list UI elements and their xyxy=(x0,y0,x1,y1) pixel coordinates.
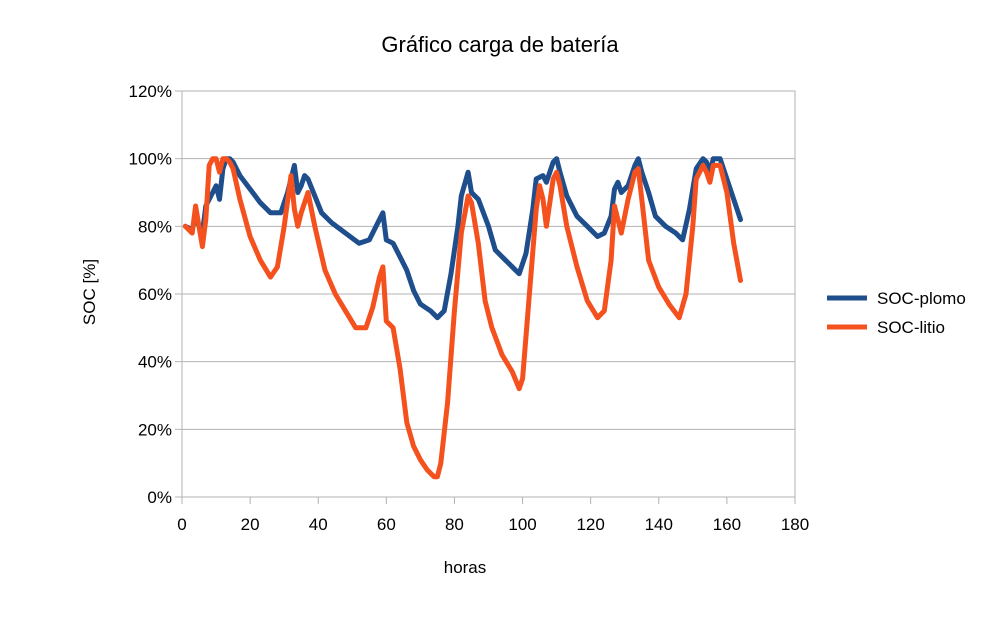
chart-title: Gráfico carga de batería xyxy=(381,32,619,57)
x-tick-label-8: 160 xyxy=(713,515,741,534)
x-tick-label-7: 140 xyxy=(645,515,673,534)
x-tick-label-3: 60 xyxy=(377,515,396,534)
y-tick-label-2: 40% xyxy=(138,353,172,372)
x-tick-label-6: 120 xyxy=(576,515,604,534)
series-lines xyxy=(182,156,743,480)
y-axis-ticks: 0% 20% 40% 60% 80% 100% 120% xyxy=(129,82,182,507)
y-tick-label-1: 20% xyxy=(138,420,172,439)
grid xyxy=(182,90,795,498)
x-tick-label-0: 0 xyxy=(177,515,186,534)
y-tick-label-0: 0% xyxy=(147,488,172,507)
y-axis-label: SOC [%] xyxy=(80,259,99,325)
y-tick-label-6: 120% xyxy=(129,82,172,101)
x-axis-label: horas xyxy=(444,558,487,577)
y-tick-label-4: 80% xyxy=(138,217,172,236)
x-tick-label-2: 40 xyxy=(309,515,328,534)
legend-label-soc-litio: SOC-litio xyxy=(877,318,945,337)
x-tick-label-4: 80 xyxy=(445,515,464,534)
series-line-soc-plomo xyxy=(182,156,743,321)
x-axis-ticks: 0 20 40 60 80 100 120 140 160 180 xyxy=(177,497,809,534)
y-tick-label-3: 60% xyxy=(138,285,172,304)
y-tick-label-5: 100% xyxy=(129,150,172,169)
x-tick-label-1: 20 xyxy=(241,515,260,534)
legend-label-soc-plomo: SOC-plomo xyxy=(877,289,966,308)
x-tick-label-9: 180 xyxy=(781,515,809,534)
series-line-soc-litio xyxy=(182,156,743,480)
legend: SOC-plomo SOC-litio xyxy=(827,289,966,337)
x-tick-label-5: 100 xyxy=(508,515,536,534)
